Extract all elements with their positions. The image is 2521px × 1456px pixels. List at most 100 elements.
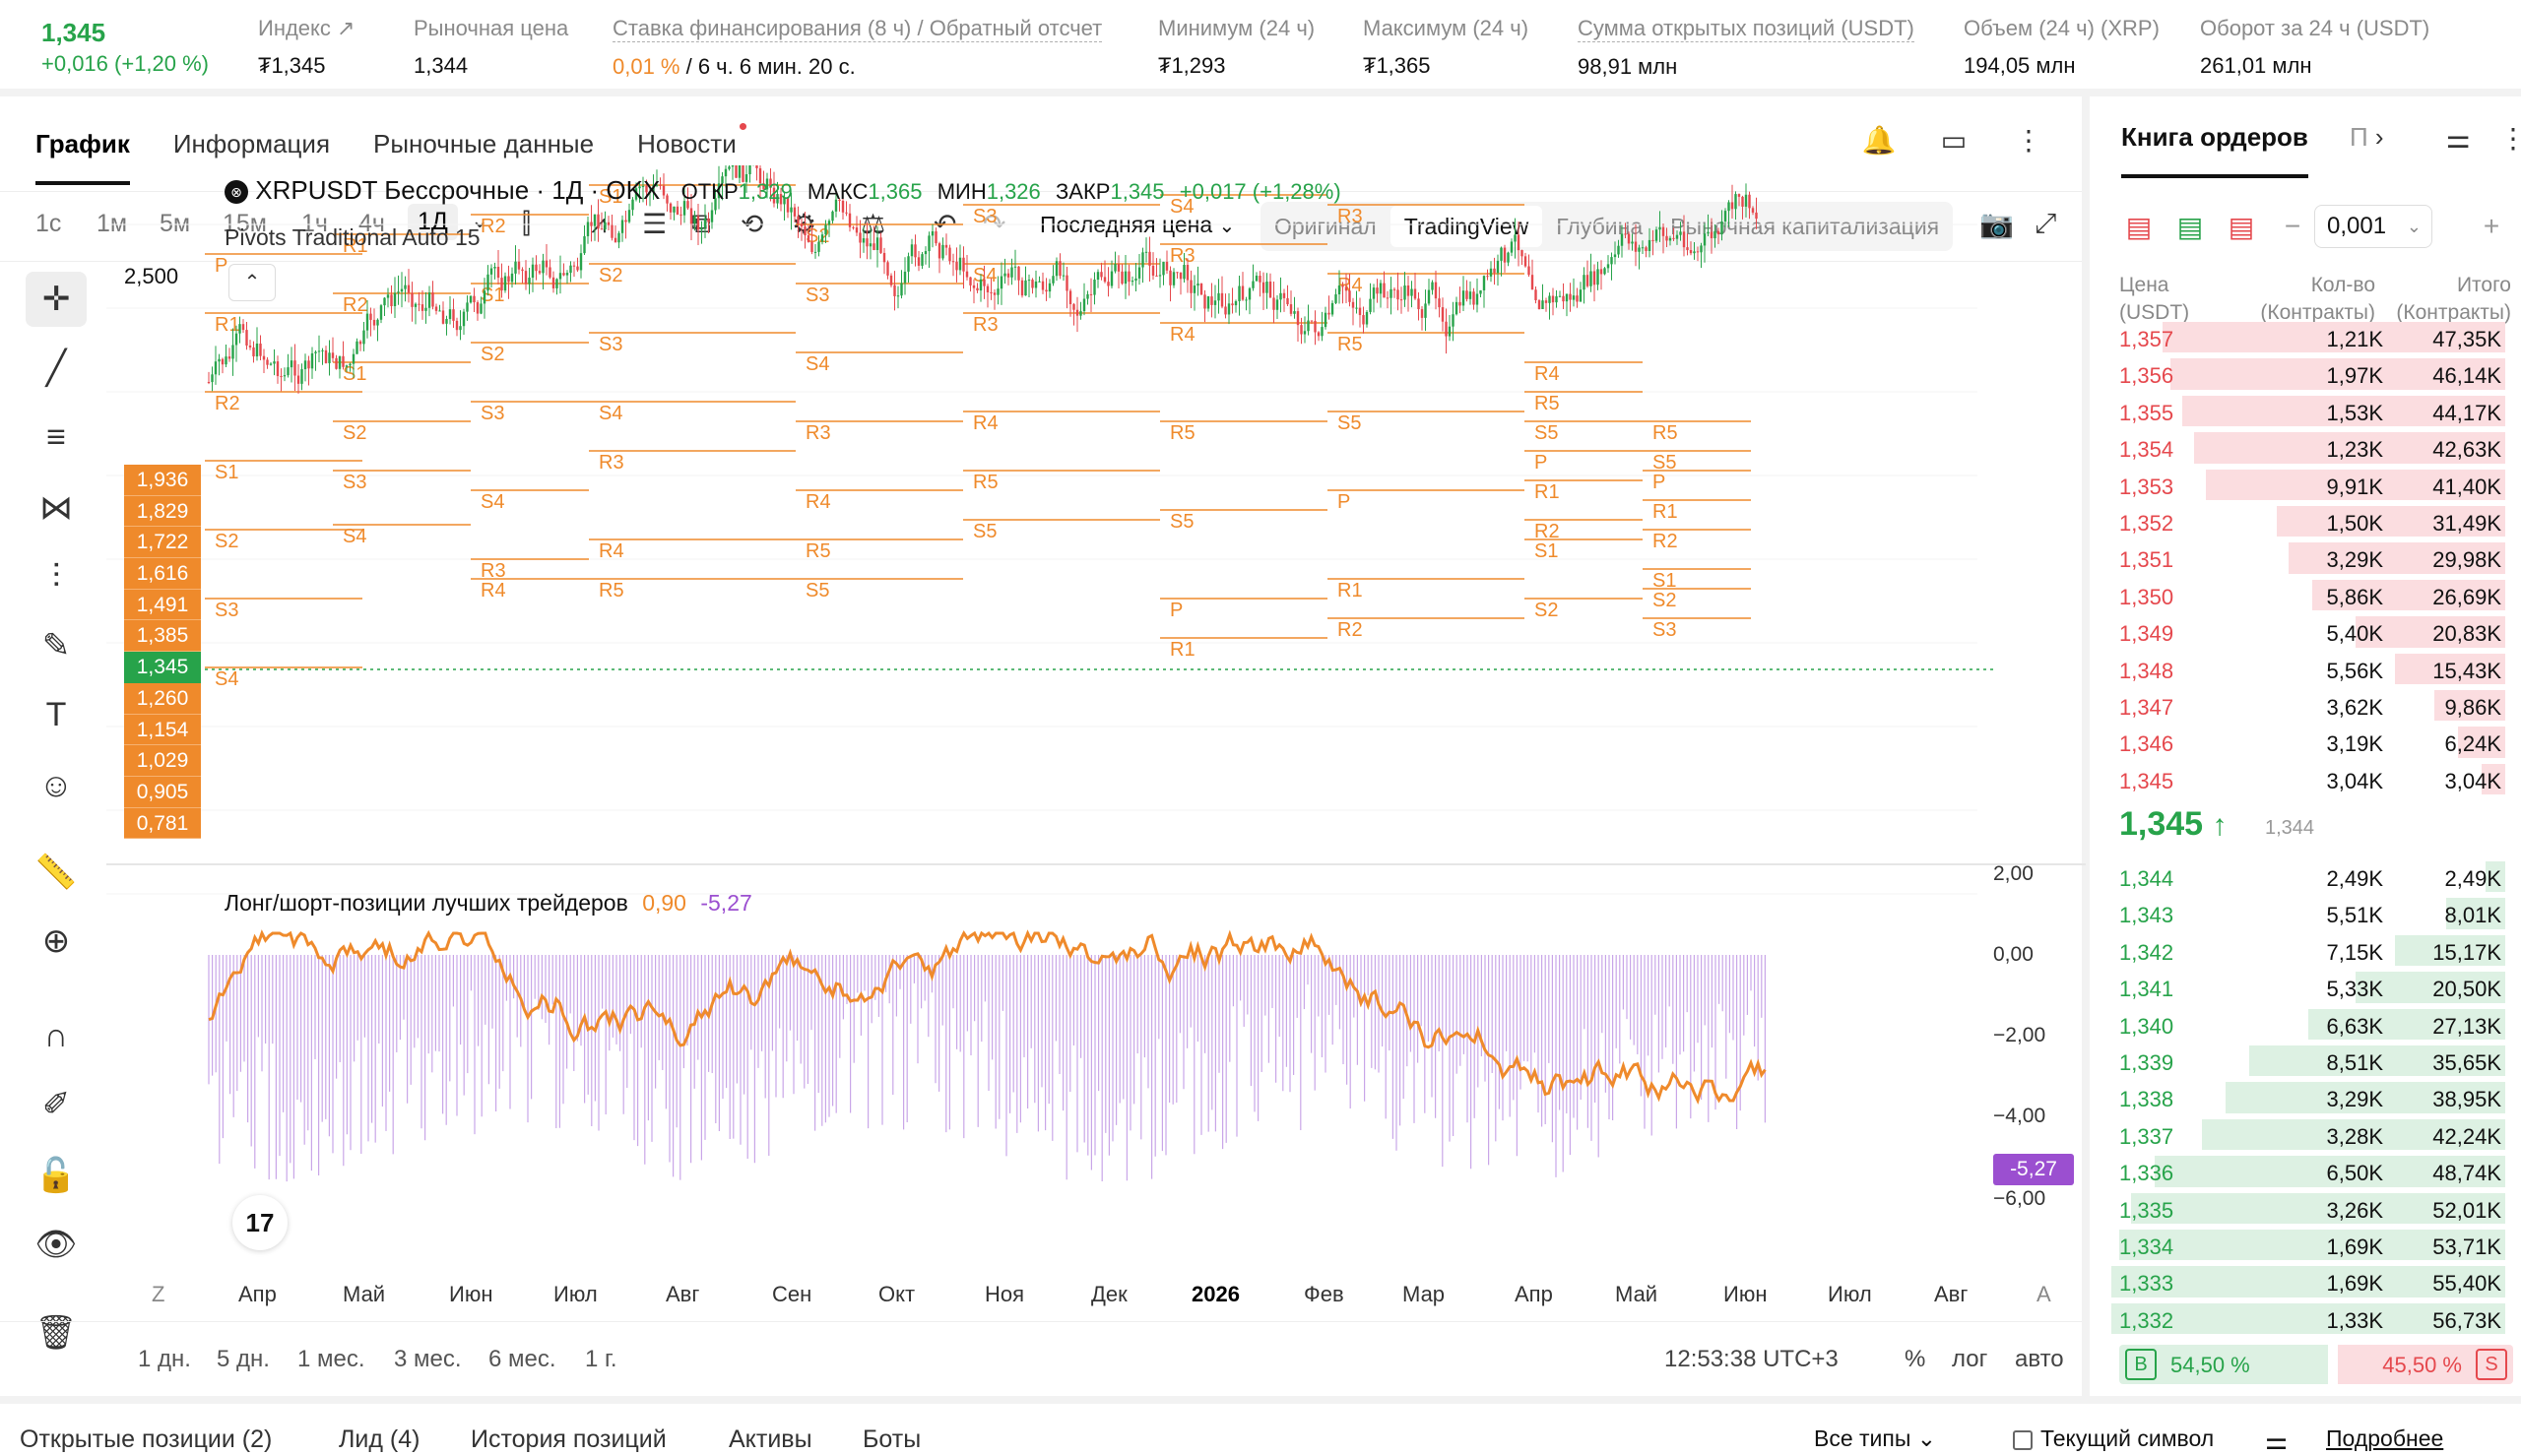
tab-info[interactable]: Информация xyxy=(172,128,331,158)
text-icon[interactable]: T xyxy=(45,695,67,733)
timeframe-1h[interactable]: 1ч xyxy=(301,210,328,237)
timeframe-15m[interactable]: 15м xyxy=(223,210,267,237)
tab-market-data[interactable]: Рыночные данные xyxy=(373,128,595,158)
asks-view-icon[interactable]: ▤ xyxy=(2228,211,2255,242)
x-axis-zoom-label[interactable]: Z xyxy=(152,1282,165,1306)
tick-size-select[interactable]: 0,001 ⌄ xyxy=(2314,205,2432,248)
ask-row[interactable]: 1,351 3,29K 29,98K xyxy=(2111,539,2505,576)
scale-percent[interactable]: % xyxy=(1905,1346,1926,1372)
bid-row[interactable]: 1,339 8,51K 35,65K xyxy=(2111,1043,2505,1079)
bid-row[interactable]: 1,332 1,33K 56,73K xyxy=(2111,1300,2505,1337)
bid-row[interactable]: 1,341 5,33K 20,50K xyxy=(2111,969,2505,1005)
both-sides-view-icon[interactable]: ▤ xyxy=(2125,211,2153,242)
scale-log[interactable]: лог xyxy=(1952,1346,1988,1372)
candle-type-icon[interactable]: ⫿ xyxy=(522,208,531,238)
ask-row[interactable]: 1,356 1,97K 46,14K xyxy=(2111,355,2505,392)
tab-assets[interactable]: Активы xyxy=(729,1425,812,1453)
plus-icon[interactable]: + xyxy=(2483,211,2500,241)
lock-pencil-icon[interactable]: ✐ xyxy=(41,1086,71,1123)
tab-order-book[interactable]: Книга ордеров xyxy=(2121,122,2308,178)
ask-row[interactable]: 1,350 5,86K 26,69K xyxy=(2111,577,2505,613)
layout-window-icon[interactable]: ▭ xyxy=(1940,124,1968,156)
x-axis-auto-label[interactable]: A xyxy=(2036,1282,2051,1306)
price-chart[interactable]: PR1R2S1S2S3S4R1R2S1S2S3S4R2S1S2S3S4R3R4S… xyxy=(106,165,2086,1278)
ticker-open-interest[interactable]: Сумма открытых позиций (USDT) 98,91 млн xyxy=(1578,16,1914,79)
bid-row[interactable]: 1,343 5,51K 8,01K xyxy=(2111,895,2505,931)
ask-row[interactable]: 1,349 5,40K 20,83K xyxy=(2111,613,2505,650)
timeframe-5m[interactable]: 5м xyxy=(160,210,191,237)
brush-icon[interactable]: ✎ xyxy=(41,627,71,665)
ask-row[interactable]: 1,355 1,53K 44,17K xyxy=(2111,393,2505,429)
tab-lead[interactable]: Лид (4) xyxy=(339,1425,420,1453)
projection-icon[interactable]: ⫶ xyxy=(51,557,61,596)
tab-chart[interactable]: График xyxy=(35,128,130,185)
current-symbol-checkbox[interactable]: Текущий символ xyxy=(2013,1425,2214,1452)
collapse-legend-button[interactable]: ⌃ xyxy=(228,264,276,301)
ruler-icon[interactable]: 📏 xyxy=(34,854,78,891)
time-readout[interactable]: 12:53:38 UTC+3 xyxy=(1664,1346,1839,1372)
emoji-icon[interactable]: ☺ xyxy=(38,766,74,804)
trash-icon[interactable]: 🗑 xyxy=(34,1314,78,1352)
tab-open-positions[interactable]: Открытые позиции (2) xyxy=(20,1425,273,1453)
more-link[interactable]: Подробнее xyxy=(2326,1425,2444,1451)
tradingview-logo-icon[interactable]: 17 xyxy=(232,1195,288,1250)
ask-row[interactable]: 1,354 1,23K 42,63K xyxy=(2111,429,2505,466)
settings-sliders-icon[interactable]: ⚌ xyxy=(2445,122,2471,154)
tab-bots[interactable]: Боты xyxy=(863,1425,922,1453)
ask-row[interactable]: 1,348 5,56K 15,43K xyxy=(2111,651,2505,687)
more-dots-icon[interactable]: ⋮ xyxy=(2015,124,2042,156)
crosshair-icon[interactable]: ✛ xyxy=(26,272,87,327)
bid-row[interactable]: 1,344 2,49K 2,49K xyxy=(2111,858,2505,895)
ask-row[interactable]: 1,347 3,62K 9,86K xyxy=(2111,687,2505,724)
ob-qty: 1,50K xyxy=(2326,510,2384,536)
tab-trades[interactable]: П › xyxy=(2350,122,2384,152)
symbol-title[interactable]: XRPUSDT Бессрочные · 1Д · OKX xyxy=(255,175,661,205)
minus-icon[interactable]: − xyxy=(2284,211,2301,241)
bids-view-icon[interactable]: ▤ xyxy=(2176,211,2204,242)
pattern-icon[interactable]: ⋈ xyxy=(39,489,73,527)
ask-row[interactable]: 1,357 1,21K 47,35K xyxy=(2111,319,2505,355)
view-tradingview[interactable]: TradingView xyxy=(1390,206,1543,247)
more-dots-icon[interactable]: ⋮ xyxy=(2499,122,2521,154)
ask-row[interactable]: 1,352 1,50K 31,49K xyxy=(2111,503,2505,539)
bid-row[interactable]: 1,338 3,29K 38,95K xyxy=(2111,1079,2505,1115)
candle-body xyxy=(896,295,900,297)
timeframe-1s[interactable]: 1с xyxy=(35,210,62,237)
eye-icon[interactable]: 👁 xyxy=(34,1226,78,1263)
scale-auto[interactable]: авто xyxy=(2015,1346,2064,1372)
bid-row[interactable]: 1,333 1,69K 55,40K xyxy=(2111,1263,2505,1299)
alert-add-icon[interactable]: 🔔 xyxy=(1861,124,1897,156)
bid-row[interactable]: 1,337 3,28K 42,24K xyxy=(2111,1116,2505,1153)
filter-settings-icon[interactable]: ⚌ xyxy=(2265,1425,2289,1455)
range-1m[interactable]: 1 мес. xyxy=(297,1346,365,1372)
type-filter-select[interactable]: Все типы ⌄ xyxy=(1814,1425,1937,1451)
ask-row[interactable]: 1,346 3,19K 6,24K xyxy=(2111,724,2505,760)
bid-row[interactable]: 1,335 3,26K 52,01K xyxy=(2111,1190,2505,1227)
range-3m[interactable]: 3 мес. xyxy=(394,1346,462,1372)
bid-row[interactable]: 1,340 6,63K 27,13K xyxy=(2111,1006,2505,1043)
pivots-indicator-label[interactable]: Pivots Traditional Auto 15 xyxy=(225,224,481,250)
fib-lines-icon[interactable]: ≡ xyxy=(46,417,66,456)
camera-icon[interactable]: 📷 xyxy=(1979,209,2014,239)
magnet-icon[interactable]: ∩ xyxy=(43,1016,69,1054)
bid-row[interactable]: 1,334 1,69K 53,71K xyxy=(2111,1227,2505,1263)
tab-position-history[interactable]: История позиций xyxy=(471,1425,667,1453)
ticker-funding-rate[interactable]: Ставка финансирования (8 ч) / Обратный о… xyxy=(613,16,1103,79)
fullscreen-icon[interactable]: ⤢ xyxy=(2035,208,2057,238)
ticker-index[interactable]: Индекс ↗ ₮1,345 xyxy=(258,16,356,78)
bid-row[interactable]: 1,336 6,50K 48,74K xyxy=(2111,1153,2505,1189)
zoom-in-icon[interactable]: ⊕ xyxy=(41,922,71,960)
range-5d[interactable]: 5 дн. xyxy=(217,1346,270,1372)
ask-row[interactable]: 1,353 9,91K 41,40K xyxy=(2111,467,2505,503)
ask-row[interactable]: 1,345 3,04K 3,04K xyxy=(2111,761,2505,797)
trendline-icon[interactable]: ╱ xyxy=(45,349,67,387)
range-6m[interactable]: 6 мес. xyxy=(488,1346,556,1372)
tab-news[interactable]: Новости xyxy=(637,122,746,159)
range-1d[interactable]: 1 дн. xyxy=(138,1346,191,1372)
timeframe-4h[interactable]: 4ч xyxy=(358,210,385,237)
timeframe-1m[interactable]: 1м xyxy=(97,210,128,237)
range-1y[interactable]: 1 г. xyxy=(585,1346,617,1372)
bid-row[interactable]: 1,342 7,15K 15,17K xyxy=(2111,932,2505,969)
view-original[interactable]: Оригинал xyxy=(1274,214,1377,239)
unlock-icon[interactable]: 🔓 xyxy=(34,1157,78,1194)
